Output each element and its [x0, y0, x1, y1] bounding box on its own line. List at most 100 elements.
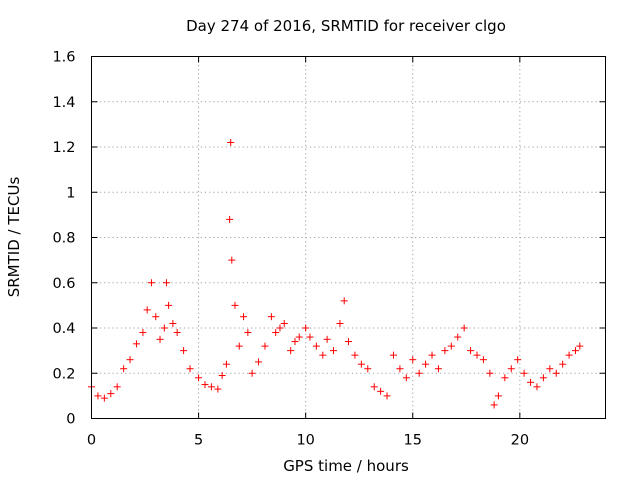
data-point	[323, 335, 331, 343]
data-point	[389, 351, 397, 359]
data-point	[501, 374, 509, 382]
data-point	[486, 369, 494, 377]
data-point	[147, 279, 155, 287]
data-point	[107, 390, 115, 398]
data-point	[169, 319, 177, 327]
data-point	[546, 365, 554, 373]
grid-layer	[91, 56, 606, 419]
data-point	[214, 385, 222, 393]
data-point	[533, 383, 541, 391]
data-point	[156, 335, 164, 343]
data-point	[173, 329, 181, 337]
data-point	[490, 401, 498, 409]
x-tick-label: 15	[404, 433, 422, 449]
data-point	[312, 342, 320, 350]
x-axis-title: GPS time / hours	[283, 457, 409, 475]
y-tick-label: 0	[66, 412, 75, 428]
x-tick-label: 0	[87, 433, 96, 449]
data-point	[280, 319, 288, 327]
data-point	[539, 374, 547, 382]
data-point	[565, 351, 573, 359]
data-point	[295, 333, 303, 341]
data-point	[336, 319, 344, 327]
y-tick-label: 1.6	[52, 50, 75, 66]
data-point	[507, 365, 515, 373]
data-point	[222, 360, 230, 368]
data-point	[228, 256, 236, 264]
data-point	[409, 356, 417, 364]
y-tick-label: 0.6	[52, 276, 75, 292]
data-point	[94, 392, 102, 400]
data-point	[383, 392, 391, 400]
data-point	[261, 342, 269, 350]
y-tick-label: 0.2	[52, 366, 75, 382]
data-point	[494, 392, 502, 400]
data-point	[240, 313, 248, 321]
data-point	[340, 297, 348, 305]
data-point	[100, 394, 108, 402]
data-point	[473, 351, 481, 359]
data-point	[415, 369, 423, 377]
data-point	[527, 378, 535, 386]
data-point	[479, 356, 487, 364]
ticks-layer	[91, 56, 606, 419]
data-point	[143, 306, 151, 314]
data-point	[152, 313, 160, 321]
data-point	[113, 383, 121, 391]
data-point	[180, 347, 188, 355]
data-point	[272, 329, 280, 337]
data-point	[559, 360, 567, 368]
data-point	[207, 383, 215, 391]
data-point	[195, 374, 203, 382]
data-point	[231, 301, 239, 309]
data-point	[244, 329, 252, 337]
data-point	[235, 342, 243, 350]
data-point	[364, 365, 372, 373]
data-point	[218, 372, 226, 380]
data-point	[402, 374, 410, 382]
data-point	[357, 360, 365, 368]
tick-labels-layer: 0 0.2 0.4 0.6 0.8 1 1.2 1.4 1.6 0 5 10 15 20	[52, 50, 529, 449]
data-point	[162, 279, 170, 287]
data-point	[351, 351, 359, 359]
data-point	[396, 365, 404, 373]
data-point	[319, 351, 327, 359]
x-tick-label: 20	[511, 433, 529, 449]
y-tick-label: 1.4	[52, 95, 75, 111]
x-tick-label: 10	[296, 433, 314, 449]
data-point	[447, 342, 455, 350]
data-point	[267, 313, 275, 321]
data-point	[520, 369, 528, 377]
data-point	[345, 338, 352, 346]
points-layer	[88, 138, 584, 409]
data-point	[377, 387, 385, 395]
data-point	[576, 342, 584, 350]
data-point	[291, 338, 299, 346]
data-point	[248, 369, 256, 377]
y-axis-title: SRMTID / TECUs	[5, 177, 23, 298]
data-point	[120, 365, 128, 373]
data-point	[434, 365, 442, 373]
data-point	[330, 347, 338, 355]
y-tick-label: 1.2	[52, 140, 75, 156]
data-point	[370, 383, 378, 391]
chart-title: Day 274 of 2016, SRMTID for receiver clg…	[186, 17, 506, 35]
data-point	[201, 381, 209, 389]
data-point	[165, 301, 173, 309]
data-point	[422, 360, 430, 368]
data-point	[132, 340, 140, 348]
data-point	[428, 351, 436, 359]
data-point	[139, 329, 147, 337]
x-tick-label: 5	[194, 433, 203, 449]
data-point	[467, 347, 475, 355]
y-tick-label: 0.8	[52, 231, 75, 247]
data-point	[306, 333, 314, 341]
data-point	[454, 333, 462, 341]
data-point	[226, 215, 234, 223]
y-tick-label: 0.4	[52, 321, 75, 337]
data-point	[255, 358, 263, 366]
data-point	[552, 369, 560, 377]
data-point	[126, 356, 134, 364]
